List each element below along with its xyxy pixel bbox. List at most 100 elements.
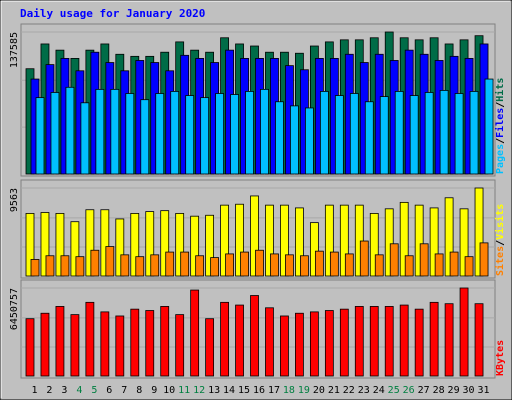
bar-pages-28 <box>439 90 449 175</box>
bar-sites-11 <box>180 251 190 277</box>
bar-visits-6 <box>100 209 110 277</box>
bar-visits-13 <box>205 214 215 277</box>
series-hits <box>25 31 484 175</box>
x-tick-label: 4 <box>76 385 82 396</box>
legend-hits: Hits <box>494 78 506 102</box>
bar-kbytes-27 <box>414 308 424 377</box>
bar-kbytes-5 <box>85 301 95 377</box>
chart-title: Daily usage for January 2020 <box>20 7 205 20</box>
x-tick-label: 23 <box>358 385 370 396</box>
bar-kbytes-8 <box>130 308 140 377</box>
bar-pages-20 <box>319 91 329 175</box>
bar-kbytes-25 <box>384 306 394 377</box>
x-tick-label: 3 <box>61 385 67 396</box>
x-tick-label: 24 <box>373 385 385 396</box>
bar-pages-25 <box>394 91 404 175</box>
bar-pages-7 <box>125 93 135 175</box>
bar-pages-24 <box>379 96 389 175</box>
legend-separator: / <box>495 102 506 108</box>
bar-sites-24 <box>374 254 384 277</box>
legend-separator: / <box>495 240 506 246</box>
x-tick-label: 17 <box>268 385 280 396</box>
panel-visits-sites: 9563 Sites/Visits <box>9 179 506 279</box>
bar-visits-29 <box>444 197 454 277</box>
bar-sites-10 <box>165 251 175 277</box>
bar-visits-14 <box>220 204 229 277</box>
legend: Sites/Visits <box>494 204 506 276</box>
bar-kbytes-30 <box>459 287 469 377</box>
x-tick-label: 12 <box>193 385 205 396</box>
x-tick-label: 10 <box>163 385 175 396</box>
bar-visits-20 <box>309 222 319 277</box>
x-tick-label: 30 <box>463 385 475 396</box>
legend: KBytes <box>495 340 506 376</box>
x-axis-labels: 1 2 3 4 5 6 7 8 9 10 11 12 13 14 15 16 17 18 19 20 21 22 23 24 2… <box>31 385 489 396</box>
bar-pages-18 <box>290 105 299 175</box>
x-tick-label: 11 <box>178 385 190 396</box>
legend-visits: Visits <box>494 204 506 240</box>
x-tick-label: 25 <box>388 385 400 396</box>
bar-pages-5 <box>95 88 105 175</box>
bar-sites-12 <box>195 255 205 277</box>
bar-sites-6 <box>105 246 115 277</box>
bar-pages-10 <box>170 91 180 175</box>
x-tick-label: 13 <box>208 385 220 396</box>
bar-pages-29 <box>454 93 464 175</box>
bar-sites-5 <box>90 249 100 277</box>
bar-sites-19 <box>300 255 309 277</box>
bar-sites-14 <box>225 253 234 277</box>
bar-pages-19 <box>305 107 314 175</box>
series-kbytes <box>25 287 484 377</box>
bar-kbytes-14 <box>220 301 229 377</box>
y-max-label: 137585 <box>9 32 20 68</box>
bar-visits-7 <box>115 218 125 277</box>
bar-kbytes-23 <box>354 306 364 377</box>
bar-visits-1 <box>25 213 35 277</box>
bar-pages-23 <box>364 101 374 175</box>
series-sites <box>30 240 489 277</box>
bar-sites-21 <box>329 251 339 277</box>
bar-kbytes-22 <box>339 308 349 377</box>
bar-pages-22 <box>349 93 359 175</box>
bar-sites-16 <box>255 249 264 277</box>
bar-kbytes-7 <box>115 315 125 377</box>
x-tick-label: 16 <box>253 385 265 396</box>
legend-files: Files <box>494 108 506 138</box>
bar-kbytes-4 <box>70 314 80 377</box>
bar-sites-29 <box>449 251 459 277</box>
bar-kbytes-11 <box>175 314 185 377</box>
bar-visits-23 <box>354 204 364 277</box>
legend-pages: Pages <box>495 144 506 174</box>
bar-pages-14 <box>230 94 239 175</box>
bar-pages-4 <box>80 102 90 175</box>
bar-sites-18 <box>285 254 294 277</box>
y-max-label: 9563 <box>9 188 20 212</box>
bar-visits-25 <box>384 208 394 277</box>
legend: Pages/Files/Hits <box>494 78 506 174</box>
bar-kbytes-1 <box>25 318 35 377</box>
bar-kbytes-31 <box>474 303 484 377</box>
panel-kbytes: 6450757 KBytes <box>9 279 506 379</box>
bar-pages-9 <box>155 93 165 175</box>
bar-kbytes-12 <box>190 289 200 377</box>
bar-pages-16 <box>260 88 269 175</box>
x-tick-label: 1 <box>31 385 37 396</box>
x-tick-label: 19 <box>298 385 310 396</box>
bar-sites-2 <box>45 255 55 277</box>
x-tick-label: 31 <box>477 385 489 396</box>
bar-pages-21 <box>334 95 344 175</box>
bar-kbytes-28 <box>429 301 439 377</box>
bar-visits-18 <box>280 204 289 277</box>
bar-visits-22 <box>339 204 349 277</box>
bar-kbytes-21 <box>324 310 334 377</box>
x-tick-label: 8 <box>136 385 142 396</box>
bar-kbytes-15 <box>235 304 244 377</box>
bar-sites-15 <box>240 251 249 277</box>
x-tick-label: 5 <box>91 385 97 396</box>
bar-sites-23 <box>359 240 369 277</box>
bar-visits-15 <box>235 203 244 277</box>
bar-kbytes-13 <box>205 318 215 377</box>
panel-frame <box>20 279 496 379</box>
